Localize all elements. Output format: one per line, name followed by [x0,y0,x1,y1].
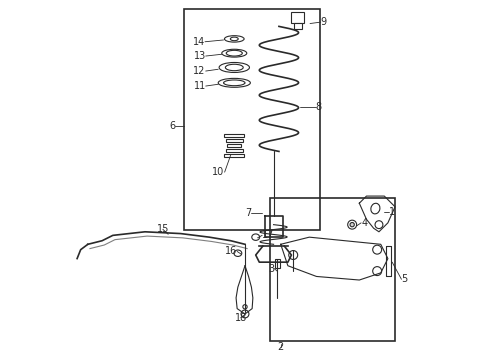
Text: 9: 9 [321,17,327,27]
Bar [226,149,243,152]
Ellipse shape [371,203,380,214]
Ellipse shape [226,50,243,56]
Text: 10: 10 [212,167,224,177]
Text: 8: 8 [316,102,322,112]
Ellipse shape [219,63,249,72]
Bar [275,258,280,267]
Ellipse shape [373,267,382,275]
Text: 17: 17 [262,230,274,240]
Ellipse shape [223,80,245,86]
Text: 14: 14 [193,37,205,47]
Text: 4: 4 [361,218,367,228]
Ellipse shape [252,234,260,240]
Bar [224,154,245,157]
Ellipse shape [289,251,298,260]
Ellipse shape [225,64,243,71]
Text: 6: 6 [169,121,175,131]
Ellipse shape [241,310,249,318]
Text: 1: 1 [389,207,395,217]
Text: 2: 2 [278,342,284,352]
Text: 3: 3 [268,264,274,274]
Text: 12: 12 [194,66,206,76]
Text: 11: 11 [194,81,206,91]
Text: 5: 5 [401,274,408,284]
Bar [292,12,304,23]
Ellipse shape [243,305,247,309]
Ellipse shape [373,245,382,254]
Ellipse shape [222,49,247,57]
Bar [227,144,242,147]
Bar [270,198,395,341]
Bar [226,139,243,142]
Bar [184,9,320,230]
Ellipse shape [234,250,242,256]
Ellipse shape [224,36,244,42]
Text: 18: 18 [235,312,247,323]
Text: 15: 15 [157,224,169,234]
Text: 13: 13 [194,51,206,61]
Ellipse shape [350,222,354,227]
Ellipse shape [348,220,357,229]
Ellipse shape [218,78,250,87]
Ellipse shape [375,221,383,229]
Bar [224,134,245,137]
Ellipse shape [230,37,238,41]
Text: 16: 16 [225,247,237,256]
Bar [294,23,302,29]
Text: 7: 7 [245,208,251,218]
